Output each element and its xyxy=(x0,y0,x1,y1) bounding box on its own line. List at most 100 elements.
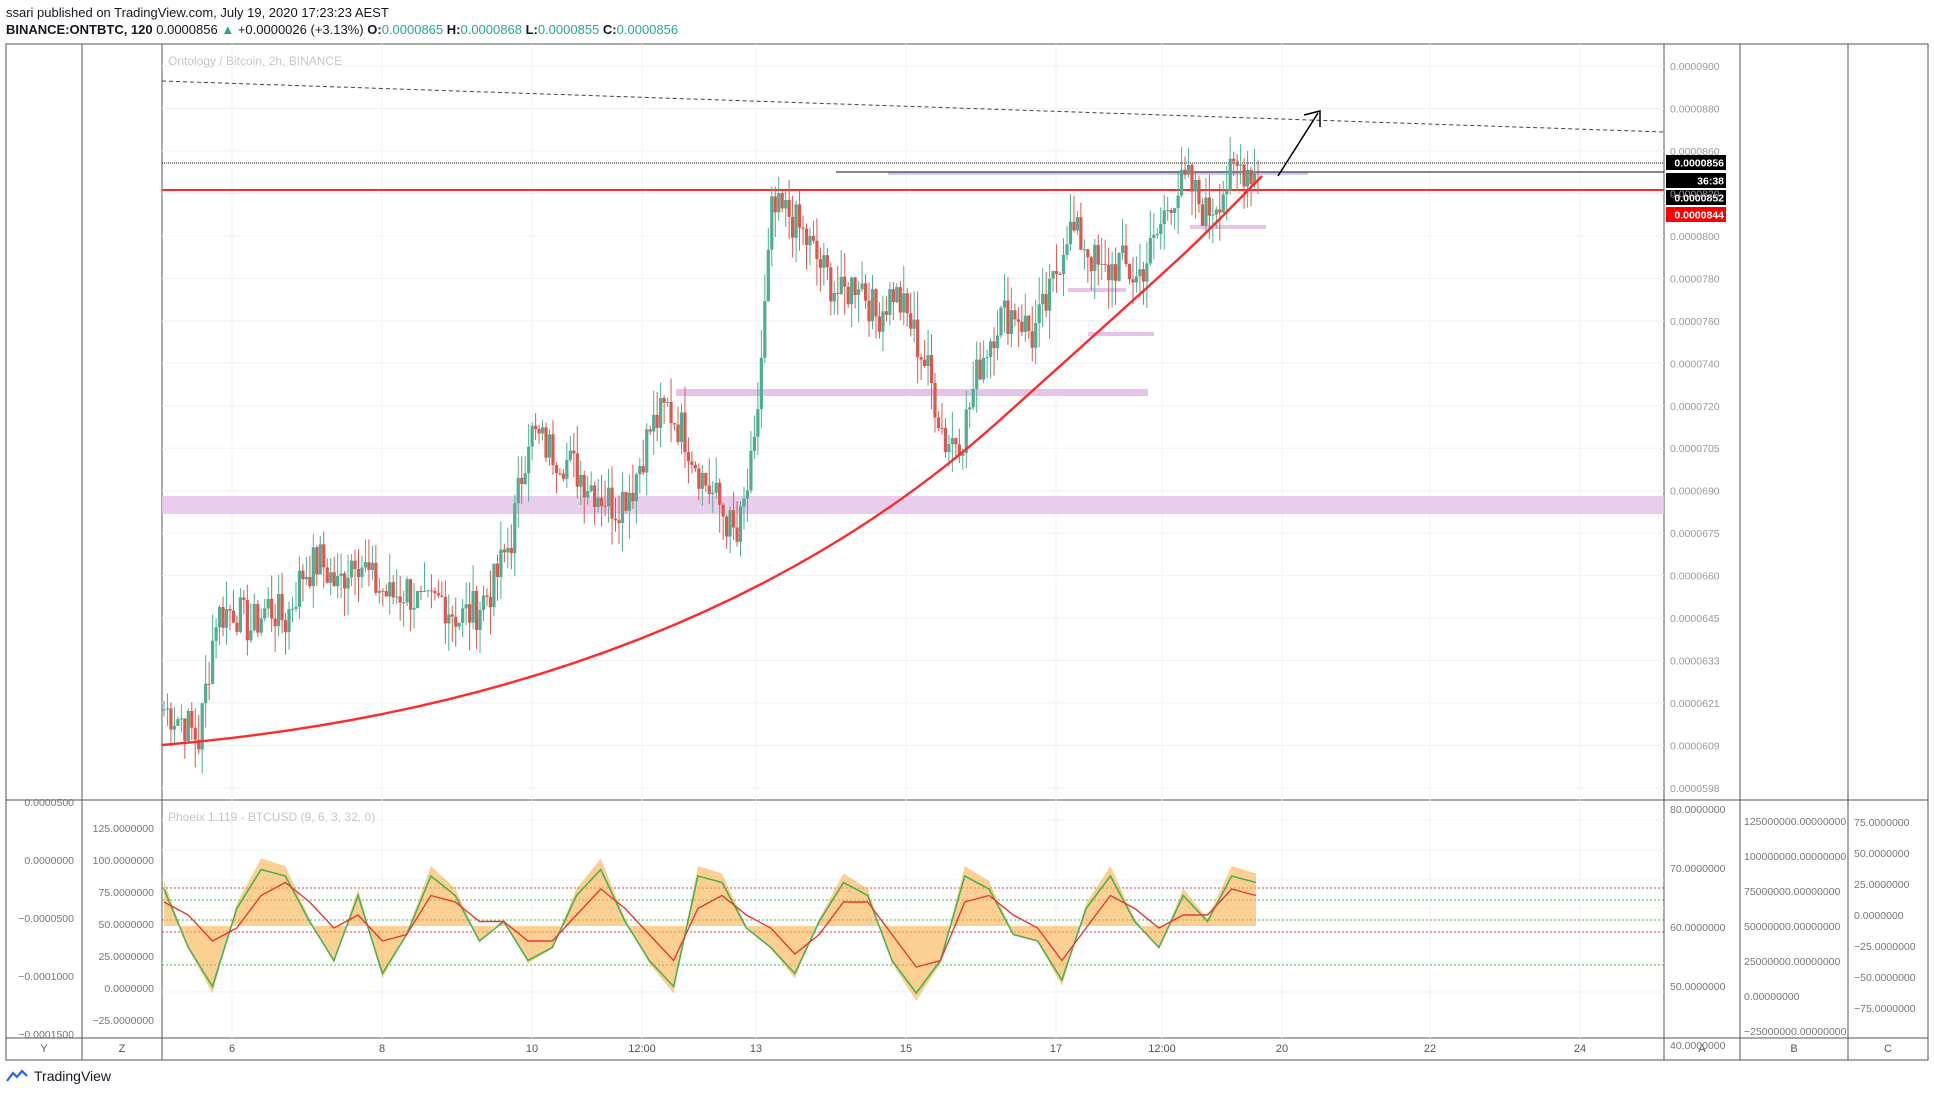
candle-body xyxy=(1179,169,1184,196)
candle-body xyxy=(325,567,329,583)
candle-body xyxy=(1197,179,1201,205)
candle-body xyxy=(804,228,809,246)
candle-body xyxy=(1127,264,1132,280)
candle-body xyxy=(843,276,847,287)
candle-body xyxy=(870,289,875,322)
candle-body xyxy=(589,485,593,491)
candle-body xyxy=(211,640,215,684)
candle-body xyxy=(1252,170,1257,185)
candle-body xyxy=(874,289,878,317)
candle-body xyxy=(217,607,222,628)
y-tick-label: 0.0000820 xyxy=(1670,188,1720,200)
candle-body xyxy=(957,444,961,456)
axis-letter-c: C xyxy=(1884,1043,1892,1055)
x-tick-label: 6 xyxy=(229,1043,235,1055)
candle-body xyxy=(242,597,246,600)
candle-body xyxy=(825,255,829,268)
axes: 0.00009000.00008800.00008600.00008200.00… xyxy=(18,61,1916,1055)
candle-body xyxy=(422,590,427,592)
candle-body xyxy=(402,602,406,604)
candle-body xyxy=(1093,244,1097,271)
x-tick-label: 20 xyxy=(1276,1043,1288,1055)
candle-body xyxy=(308,576,312,587)
osc-right-tick-1: 40.0000000 xyxy=(1670,1040,1726,1052)
candle-body xyxy=(1228,158,1232,191)
candle-body xyxy=(259,618,263,633)
y-tick-label: 0.0000609 xyxy=(1670,741,1720,753)
candle-body xyxy=(606,487,611,507)
oscillator-title: Phoeix 1.119 - BTCUSD (9, 6, 3, 32, 0) xyxy=(168,810,375,824)
candle-body xyxy=(384,591,388,597)
candle-body xyxy=(1048,278,1052,311)
y-tick-label: 0.0000675 xyxy=(1670,528,1720,540)
candle-body xyxy=(1072,221,1076,231)
y-tick-label: 0.0000660 xyxy=(1670,571,1720,583)
candle-body xyxy=(832,293,836,302)
y-tick-label: 0.0000598 xyxy=(1670,783,1720,795)
y-tick-label: 0.0000690 xyxy=(1670,486,1720,498)
candle-body xyxy=(922,359,927,367)
candle-body xyxy=(895,287,899,303)
candle-body xyxy=(474,590,479,630)
candle-body xyxy=(398,596,402,603)
candle-body xyxy=(586,490,590,498)
candle-body xyxy=(263,608,267,619)
candle-body xyxy=(1016,319,1020,322)
candle-body xyxy=(610,487,614,519)
candle-body xyxy=(204,683,208,704)
candle-body xyxy=(822,255,826,268)
candle-body xyxy=(1044,293,1048,311)
candle-body xyxy=(662,397,666,403)
candle-body xyxy=(714,482,718,493)
candle-body xyxy=(551,434,555,466)
candle-body xyxy=(1027,315,1031,332)
low-value: 0.0000855 xyxy=(537,22,600,37)
osc-right-tick-2: 0.00000000 xyxy=(1744,991,1800,1003)
chart-header: ssari published on TradingView.com, July… xyxy=(6,4,678,38)
candle-body xyxy=(554,465,559,474)
candle-body xyxy=(1089,257,1093,271)
candle-body xyxy=(1013,310,1017,320)
x-tick-label: 12:00 xyxy=(628,1043,656,1055)
candle-body xyxy=(513,503,517,554)
y-tick-label: 0.0000760 xyxy=(1670,316,1720,328)
candle-body xyxy=(339,573,343,577)
osc-band-area xyxy=(164,858,1256,1001)
chart-grid xyxy=(162,44,1664,1038)
candle-body xyxy=(252,603,256,631)
candle-body xyxy=(165,708,170,710)
candle-body xyxy=(176,719,180,726)
candle-body xyxy=(1100,263,1104,265)
candle-body xyxy=(183,718,187,742)
candle-body xyxy=(256,603,260,633)
x-tick-label: 10 xyxy=(526,1043,538,1055)
candle-body xyxy=(360,567,364,577)
support-zone-small xyxy=(1190,225,1266,229)
osc-left-tick: −0.0001500 xyxy=(18,1029,74,1041)
candle-body xyxy=(787,200,791,217)
candle-body xyxy=(971,388,975,408)
price-tag-text: 0.0000844 xyxy=(1674,210,1724,222)
up-arrow-icon: ▲ xyxy=(221,22,235,37)
candle-body xyxy=(447,614,451,624)
x-tick-label: 15 xyxy=(900,1043,912,1055)
osc-left-tick: 0.0000500 xyxy=(24,797,74,809)
osc-mid-tick: 0.0000000 xyxy=(104,983,154,995)
candle-body xyxy=(1009,310,1014,334)
candle-body xyxy=(193,727,197,740)
candle-body xyxy=(249,630,253,641)
candle-body xyxy=(273,618,277,627)
candle-body xyxy=(582,475,586,498)
candle-body xyxy=(1030,331,1034,348)
candle-body xyxy=(916,319,920,358)
candle-body xyxy=(1193,179,1198,192)
candle-body xyxy=(1204,197,1208,226)
candle-body xyxy=(839,276,843,295)
candle-body xyxy=(808,235,812,246)
candle-body xyxy=(440,595,444,597)
candle-body xyxy=(829,267,833,302)
candle-body xyxy=(846,286,850,305)
candle-body xyxy=(450,614,454,617)
